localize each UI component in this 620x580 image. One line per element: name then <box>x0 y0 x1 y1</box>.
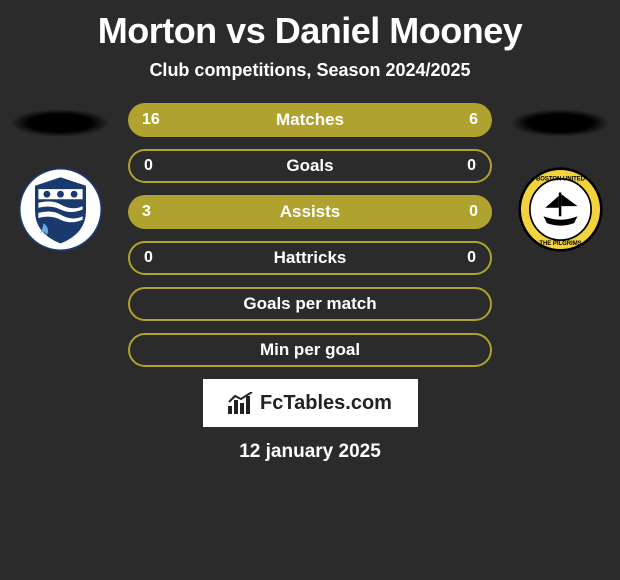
stat-bar: Goals per match <box>128 287 492 321</box>
stats-column: 16 6 Matches 0 0 Goals 3 0 Assists 0 0 Hattricks Goa… <box>120 103 500 367</box>
stat-label: Min per goal <box>260 340 360 360</box>
fctables-logo-icon <box>228 392 254 414</box>
stat-label: Hattricks <box>274 248 347 268</box>
left-column <box>0 103 120 252</box>
stat-value-left: 16 <box>142 111 160 129</box>
fctables-brand: FcTables.com <box>203 379 418 427</box>
right-column: BOSTON UNITED THE PILGRIMS <box>500 103 620 252</box>
stat-bar: 3 0 Assists <box>128 195 492 229</box>
main-row: 16 6 Matches 0 0 Goals 3 0 Assists 0 0 Hattricks Goa… <box>0 103 620 367</box>
right-club-badge: BOSTON UNITED THE PILGRIMS <box>518 167 603 252</box>
comparison-date: 12 january 2025 <box>0 441 620 463</box>
stat-label: Goals per match <box>243 294 376 314</box>
stat-label: Assists <box>280 202 340 222</box>
stat-bar: 0 0 Hattricks <box>128 241 492 275</box>
stat-value-right: 0 <box>467 249 476 267</box>
stat-fill-left <box>128 103 393 137</box>
subtitle: Club competitions, Season 2024/2025 <box>0 60 620 81</box>
boston-united-icon: BOSTON UNITED THE PILGRIMS <box>518 167 603 252</box>
player-shadow-left <box>10 109 110 137</box>
svg-text:THE PILGRIMS: THE PILGRIMS <box>539 241 581 247</box>
southend-united-icon <box>18 167 103 252</box>
stat-value-left: 3 <box>142 203 151 221</box>
stat-label: Goals <box>286 156 333 176</box>
fctables-brand-text: FcTables.com <box>260 392 392 415</box>
page-title: Morton vs Daniel Mooney <box>0 10 620 52</box>
stat-value-left: 0 <box>144 249 153 267</box>
left-club-badge <box>18 167 103 252</box>
stat-label: Matches <box>276 110 344 130</box>
stat-value-right: 6 <box>469 111 478 129</box>
stat-bar: 16 6 Matches <box>128 103 492 137</box>
stat-value-right: 0 <box>469 203 478 221</box>
stat-value-left: 0 <box>144 157 153 175</box>
stat-bar: Min per goal <box>128 333 492 367</box>
comparison-card: Morton vs Daniel Mooney Club competition… <box>0 0 620 463</box>
player-shadow-right <box>510 109 610 137</box>
stat-bar: 0 0 Goals <box>128 149 492 183</box>
svg-text:BOSTON UNITED: BOSTON UNITED <box>535 177 585 183</box>
stat-value-right: 0 <box>467 157 476 175</box>
